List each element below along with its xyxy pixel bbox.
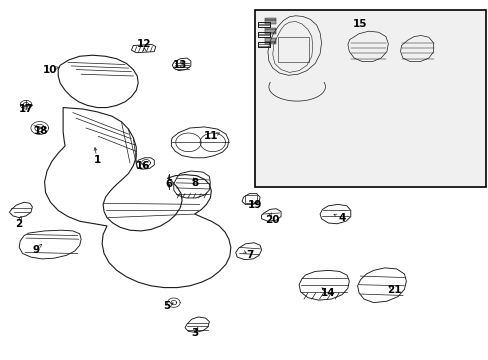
Bar (258, 22, 269, 27)
Text: 6: 6 (165, 179, 172, 189)
Bar (264, 31, 275, 32)
Bar (264, 33, 275, 34)
Text: 4: 4 (338, 213, 345, 222)
Bar (255, 10, 485, 187)
Bar (264, 22, 275, 23)
Text: 19: 19 (247, 200, 262, 210)
Bar (258, 22, 269, 27)
Bar (264, 23, 275, 24)
Text: 5: 5 (163, 301, 170, 311)
Bar (258, 22, 269, 27)
Bar (258, 32, 269, 37)
Bar (264, 41, 275, 42)
Text: 18: 18 (33, 126, 48, 135)
Text: 7: 7 (246, 250, 254, 260)
Bar (258, 42, 269, 46)
Bar (258, 42, 269, 46)
Bar (264, 42, 275, 44)
Text: 11: 11 (203, 131, 218, 141)
Bar (258, 42, 269, 46)
Bar (258, 32, 269, 37)
Bar (264, 32, 275, 33)
Text: 20: 20 (265, 215, 280, 225)
Bar (258, 22, 269, 27)
Bar (264, 19, 275, 21)
Bar (264, 39, 275, 40)
Bar (258, 32, 269, 37)
Bar (264, 30, 275, 31)
Text: 9: 9 (32, 245, 40, 255)
Text: 8: 8 (191, 178, 198, 188)
Bar (264, 40, 275, 41)
Text: 15: 15 (352, 19, 367, 29)
Text: 2: 2 (16, 219, 23, 229)
Bar (264, 18, 275, 19)
Text: 14: 14 (321, 288, 335, 298)
Bar (264, 21, 275, 22)
Text: 3: 3 (191, 328, 198, 338)
Text: 1: 1 (93, 155, 101, 165)
Bar (258, 42, 269, 46)
Text: 16: 16 (136, 161, 150, 171)
Text: 13: 13 (173, 59, 187, 69)
Text: 17: 17 (19, 104, 33, 114)
Bar (277, 37, 309, 62)
Text: 12: 12 (137, 40, 151, 49)
Bar (245, 195, 257, 203)
Text: 21: 21 (386, 285, 401, 296)
Text: 10: 10 (43, 64, 58, 75)
Bar (264, 28, 275, 30)
Bar (258, 32, 269, 37)
